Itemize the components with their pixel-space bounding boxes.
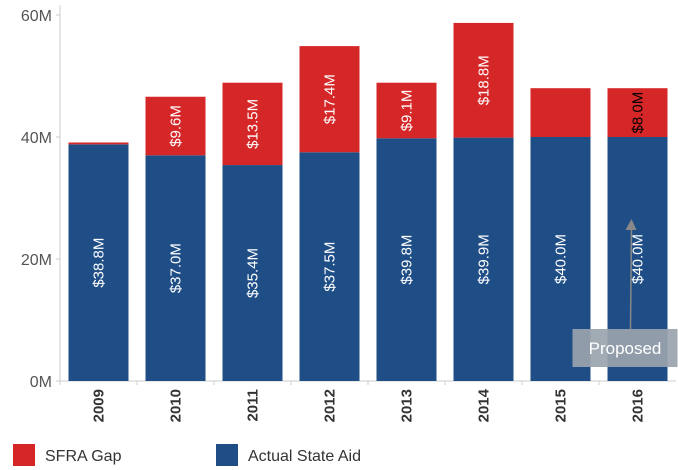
y-axis: 0M 20M 40M 60M [21, 5, 61, 391]
bar-actual-state-aid [376, 138, 437, 381]
data-label-sfra-gap: $18.8M [476, 55, 493, 105]
annotation: Proposed [572, 219, 678, 367]
bars [68, 22, 668, 381]
annotation-arrow-head [625, 219, 637, 230]
legend: SFRA Gap Actual State Aid [13, 444, 361, 466]
bar-sfra-gap [68, 142, 129, 145]
data-label-actual-state-aid: $39.9M [476, 234, 493, 284]
bar-sfra-gap [607, 88, 668, 137]
bar-actual-state-aid [68, 144, 129, 381]
bar-sfra-gap [299, 46, 360, 153]
y-tick-label: 0M [30, 374, 52, 391]
y-tick-label: 20M [21, 252, 52, 269]
x-tick-label: 2011 [245, 389, 262, 422]
y-tick-label: 40M [21, 130, 52, 147]
data-label-sfra-gap: $13.5M [245, 99, 262, 149]
x-tick-label: 2016 [630, 389, 647, 422]
bar-actual-state-aid [222, 165, 283, 381]
bar-sfra-gap [145, 96, 206, 156]
y-tick-label: 60M [21, 8, 52, 25]
bar-sfra-gap [530, 88, 591, 137]
annotation-text: Proposed [589, 339, 662, 358]
data-label-sfra-gap: $9.6M [168, 105, 185, 147]
bar-sfra-gap [222, 82, 283, 166]
x-tick-label: 2015 [553, 389, 570, 422]
legend-label-sfra-gap: SFRA Gap [45, 448, 122, 465]
data-label-actual-state-aid: $39.8M [399, 235, 416, 285]
data-label-actual-state-aid: $38.8M [91, 238, 108, 288]
bar-actual-state-aid [145, 155, 206, 381]
x-tick-label: 2012 [322, 389, 339, 422]
annotation-box [572, 329, 678, 367]
bar-actual-state-aid [299, 152, 360, 381]
x-tick-label: 2010 [168, 389, 185, 422]
data-label-actual-state-aid: $40.0M [553, 234, 570, 284]
legend-swatch-actual-state-aid [216, 444, 238, 466]
x-tick-label: 2009 [91, 389, 108, 422]
data-label-sfra-gap: $9.1M [399, 90, 416, 132]
data-label-actual-state-aid: $37.5M [322, 242, 339, 292]
bar-sfra-gap [376, 82, 437, 139]
annotation-arrow-line [629, 224, 633, 330]
data-label-sfra-gap: $17.4M [322, 74, 339, 124]
data-label-actual-state-aid: $35.4M [245, 248, 262, 298]
data-labels: $38.8M $37.0M $9.6M $35.4M $13.5M $37.5M $17.4… [91, 55, 647, 298]
data-label-actual-state-aid: $37.0M [168, 243, 185, 293]
bar-sfra-gap [453, 22, 514, 138]
data-label-actual-state-aid: $40.0M [630, 234, 647, 284]
data-label-sfra-gap: $8.0M [630, 92, 647, 134]
x-tick-label: 2014 [476, 388, 493, 422]
legend-label-actual-state-aid: Actual State Aid [248, 448, 361, 465]
bar-actual-state-aid [453, 137, 514, 381]
x-tick-label: 2013 [399, 389, 416, 422]
legend-swatch-sfra-gap [13, 444, 35, 466]
x-axis: 2009 2010 2011 2012 2013 2014 2015 2016 [59, 380, 676, 422]
